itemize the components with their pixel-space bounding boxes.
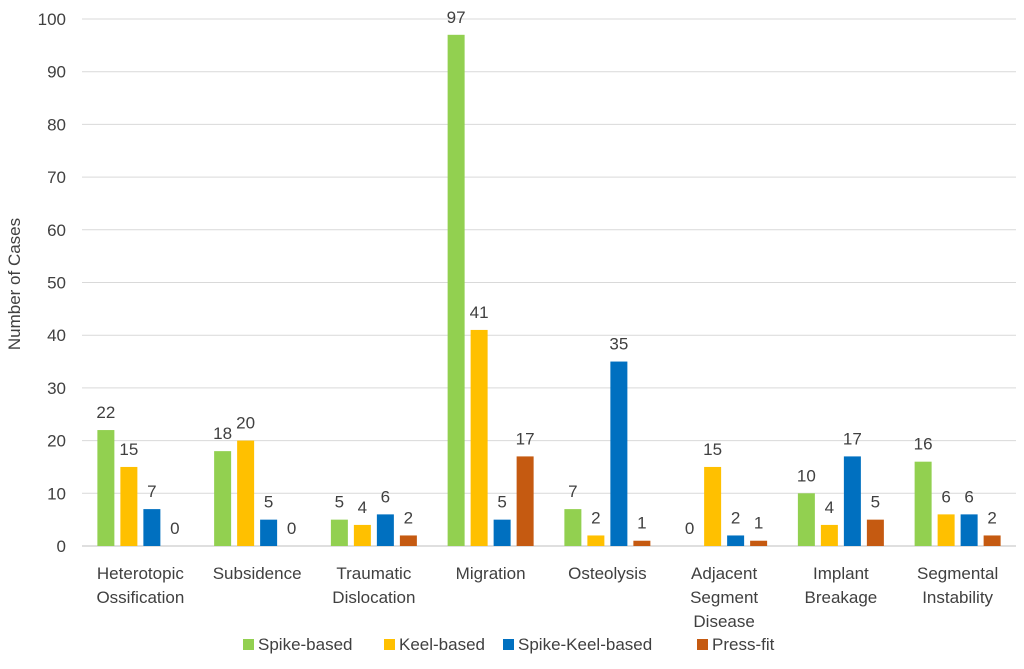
- legend-label: Keel-based: [399, 635, 485, 654]
- gridlines: [82, 18, 1016, 494]
- bar-spike-keel-based: [143, 509, 161, 546]
- x-tick-label: Implant Breakage: [804, 564, 877, 607]
- data-label: 18: [213, 424, 232, 443]
- bar-press-fit: [750, 540, 768, 546]
- y-tick-label: 20: [47, 432, 66, 451]
- x-tick-label: Heterotopic Ossification: [96, 564, 184, 607]
- data-label: 7: [147, 482, 156, 501]
- data-label: 17: [516, 429, 535, 448]
- x-tick-label: Osteolysis: [568, 564, 646, 583]
- bar-press-fit: [516, 456, 534, 546]
- x-tick-label: Migration: [456, 564, 526, 583]
- bar-spike-keel-based: [843, 456, 861, 546]
- legend-label: Spike-Keel-based: [518, 635, 652, 654]
- y-tick-label: 90: [47, 63, 66, 82]
- data-label: 15: [119, 440, 138, 459]
- data-label: 2: [987, 508, 996, 527]
- bar-press-fit: [399, 535, 417, 546]
- y-tick-label: 10: [47, 484, 66, 503]
- bar-press-fit: [866, 519, 884, 546]
- data-label: 35: [609, 335, 628, 354]
- y-tick-label: 40: [47, 326, 66, 345]
- legend-swatch: [243, 639, 254, 650]
- y-tick-label: 70: [47, 168, 66, 187]
- bar-spike-based: [447, 34, 465, 547]
- bar-keel-based: [820, 524, 838, 546]
- x-tick-label: Subsidence: [213, 564, 302, 583]
- data-label: 2: [591, 508, 600, 527]
- data-label: 6: [964, 487, 973, 506]
- data-label: 6: [381, 487, 390, 506]
- data-label: 4: [825, 498, 834, 517]
- data-label: 97: [447, 8, 466, 27]
- y-tick-label: 80: [47, 115, 66, 134]
- x-tick-label: Traumatic Dislocation: [332, 564, 415, 607]
- bar-keel-based: [937, 514, 955, 546]
- legend-label: Spike-based: [258, 635, 353, 654]
- data-label: 41: [470, 303, 489, 322]
- data-label: 5: [264, 493, 273, 512]
- data-label: 0: [685, 519, 694, 538]
- bar-keel-based: [353, 524, 371, 546]
- data-label: 2: [404, 508, 413, 527]
- x-tick-label: Adjacent Segment Disease: [690, 564, 758, 631]
- bar-spike-keel-based: [376, 514, 394, 546]
- y-tick-label: 50: [47, 274, 66, 293]
- legend-swatch: [697, 639, 708, 650]
- category-labels: Heterotopic Ossification Subsidence Traumat…: [96, 564, 998, 631]
- data-label: 10: [797, 466, 816, 485]
- legend-swatch: [503, 639, 514, 650]
- bar-keel-based: [587, 535, 605, 546]
- y-tick-label: 0: [57, 537, 66, 556]
- bar-press-fit: [983, 535, 1001, 546]
- data-label: 7: [568, 482, 577, 501]
- legend-swatch: [384, 639, 395, 650]
- data-label: 22: [96, 403, 115, 422]
- bar-spike-based: [914, 461, 932, 546]
- y-axis-label: Number of Cases: [5, 218, 24, 350]
- data-label: 4: [358, 498, 367, 517]
- data-label: 16: [914, 435, 933, 454]
- bar-spike-based: [214, 451, 232, 546]
- data-label: 5: [871, 493, 880, 512]
- data-label: 1: [754, 514, 763, 533]
- data-label: 15: [703, 440, 722, 459]
- bar-keel-based: [237, 440, 255, 546]
- bar-keel-based: [120, 466, 138, 546]
- data-label: 6: [941, 487, 950, 506]
- x-tick-label: Segmental Instability: [917, 564, 998, 607]
- bar-spike-based: [330, 519, 348, 546]
- bar-keel-based: [704, 466, 722, 546]
- data-label: 5: [497, 493, 506, 512]
- data-label: 5: [335, 493, 344, 512]
- data-label: 1: [637, 514, 646, 533]
- y-tick-label: 100: [38, 10, 66, 29]
- bars: [97, 34, 1001, 547]
- y-tick-label: 60: [47, 221, 66, 240]
- bar-spike-based: [797, 493, 815, 546]
- data-label: 0: [170, 519, 179, 538]
- bar-spike-keel-based: [960, 514, 978, 546]
- legend: Spike-based Keel-based Spike-Keel-based Pre…: [243, 635, 775, 654]
- bar-press-fit: [633, 540, 651, 546]
- bar-spike-keel-based: [260, 519, 278, 546]
- data-label: 20: [236, 414, 255, 433]
- y-tick-label: 30: [47, 379, 66, 398]
- bar-spike-keel-based: [727, 535, 745, 546]
- bar-spike-based: [97, 430, 115, 546]
- bar-spike-keel-based: [610, 361, 628, 546]
- bar-spike-keel-based: [493, 519, 511, 546]
- bar-keel-based: [470, 329, 488, 546]
- data-label: 2: [731, 508, 740, 527]
- legend-label: Press-fit: [712, 635, 775, 654]
- data-label: 17: [843, 429, 862, 448]
- data-label: 0: [287, 519, 296, 538]
- bar-spike-based: [564, 509, 582, 546]
